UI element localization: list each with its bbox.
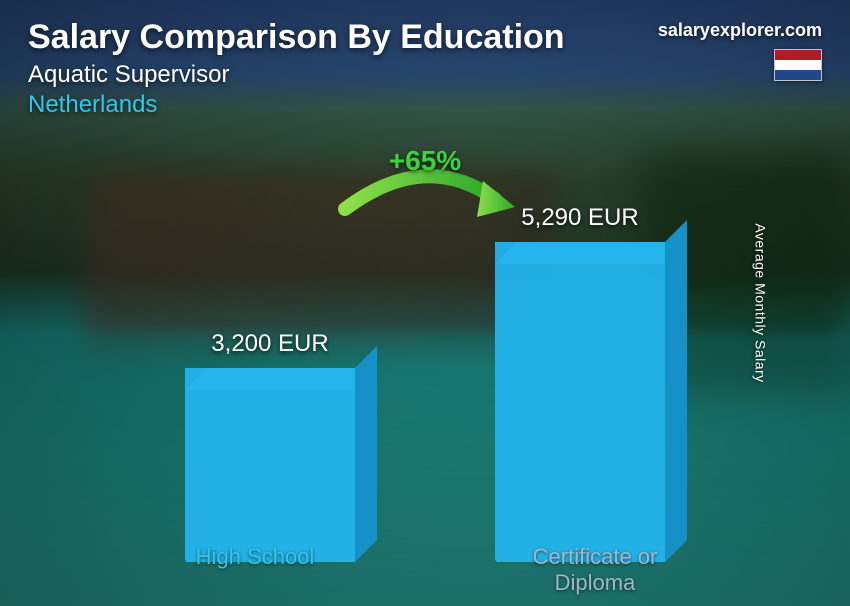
flag-stripe <box>775 70 821 80</box>
bar-value-label: 3,200 EUR <box>211 330 328 358</box>
x-axis-labels: High School Certificate or Diploma <box>0 544 850 596</box>
bar-side-face <box>355 346 377 562</box>
bar <box>495 242 665 562</box>
bar-wrap: 3,200 EUR <box>185 330 355 562</box>
bar-wrap: 5,290 EUR <box>495 204 665 562</box>
growth-text: +65% <box>389 145 461 177</box>
bar <box>185 368 355 562</box>
bar-value-label: 5,290 EUR <box>521 204 638 232</box>
bar-front-face <box>495 242 665 562</box>
x-axis-label: High School <box>155 544 355 596</box>
y-axis-label: Average Monthly Salary <box>752 223 768 382</box>
page-country: Netherlands <box>28 91 822 119</box>
x-axis-label: Certificate or Diploma <box>495 544 695 596</box>
flag-stripe <box>775 60 821 70</box>
brand: salaryexplorer.com <box>658 20 822 81</box>
growth-indicator: +65% <box>315 145 535 239</box>
bar-front-face <box>185 368 355 562</box>
brand-text: salaryexplorer.com <box>658 20 822 41</box>
flag-stripe <box>775 50 821 60</box>
bar-side-face <box>665 220 687 562</box>
flag-icon <box>774 49 822 81</box>
